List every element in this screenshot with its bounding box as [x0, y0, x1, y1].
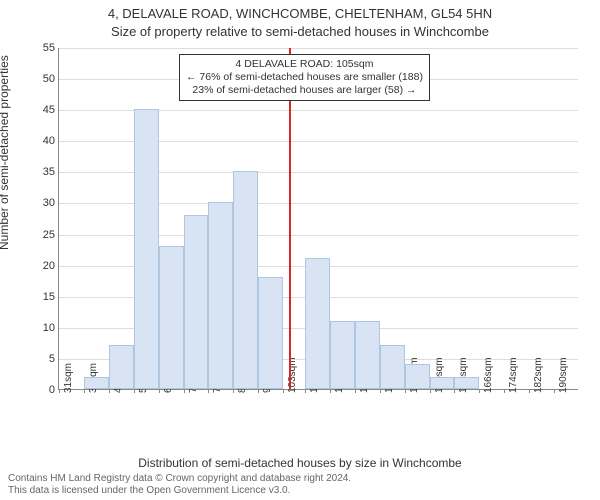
y-tick-label: 35 [43, 166, 55, 178]
y-tick-label: 5 [49, 353, 55, 365]
y-tick-label: 45 [43, 104, 55, 116]
x-tick-label: 190sqm [558, 357, 569, 393]
chart-figure: 4, DELAVALE ROAD, WINCHCOMBE, CHELTENHAM… [0, 0, 600, 500]
x-tick [134, 389, 135, 393]
x-tick-label: 174sqm [508, 357, 519, 393]
footer-line2: This data is licensed under the Open Gov… [8, 485, 290, 496]
y-tick-label: 50 [43, 73, 55, 85]
chart-title-line2: Size of property relative to semi-detach… [0, 24, 600, 39]
histogram-bar [454, 377, 479, 389]
y-tick-label: 55 [43, 42, 55, 54]
y-tick-label: 20 [43, 260, 55, 272]
x-tick [208, 389, 209, 393]
x-tick [355, 389, 356, 393]
x-tick [184, 389, 185, 393]
histogram-bar [233, 171, 258, 389]
histogram-bar [405, 364, 430, 389]
histogram-bar [330, 321, 355, 389]
x-tick-label: 182sqm [533, 357, 544, 393]
callout-box: 4 DELAVALE ROAD: 105sqm← 76% of semi-det… [179, 54, 430, 101]
histogram-bar [134, 109, 159, 389]
x-tick [84, 389, 85, 393]
x-tick [479, 389, 480, 393]
y-tick-label: 25 [43, 229, 55, 241]
histogram-bar [305, 258, 330, 389]
histogram-bar [109, 345, 134, 389]
x-tick [305, 389, 306, 393]
y-tick-label: 0 [49, 384, 55, 396]
x-tick [233, 389, 234, 393]
x-tick [330, 389, 331, 393]
x-tick [283, 389, 284, 393]
x-tick [258, 389, 259, 393]
y-tick-label: 40 [43, 135, 55, 147]
x-tick [529, 389, 530, 393]
callout-line1: 4 DELAVALE ROAD: 105sqm [186, 58, 423, 71]
y-axis-label: Number of semi-detached properties [0, 55, 11, 250]
histogram-bar [380, 345, 405, 389]
x-tick [109, 389, 110, 393]
x-tick [59, 389, 60, 393]
x-axis-label: Distribution of semi-detached houses by … [0, 456, 600, 470]
histogram-bar [355, 321, 380, 389]
histogram-bar [430, 377, 455, 389]
callout-line3: 23% of semi-detached houses are larger (… [186, 84, 423, 97]
x-tick [554, 389, 555, 393]
gridline [59, 48, 578, 49]
y-tick-label: 30 [43, 197, 55, 209]
histogram-bar [84, 377, 109, 389]
footer-line1: Contains HM Land Registry data © Crown c… [8, 473, 351, 484]
x-tick [504, 389, 505, 393]
x-tick-label: 166sqm [483, 357, 494, 393]
chart-title-line1: 4, DELAVALE ROAD, WINCHCOMBE, CHELTENHAM… [0, 6, 600, 21]
histogram-bar [208, 202, 233, 389]
x-tick [405, 389, 406, 393]
footer-attribution: Contains HM Land Registry data © Crown c… [8, 473, 351, 496]
histogram-bar [159, 246, 184, 389]
x-tick [159, 389, 160, 393]
histogram-bar [184, 215, 209, 389]
x-tick [430, 389, 431, 393]
x-tick [454, 389, 455, 393]
x-tick-label: 31sqm [63, 363, 74, 393]
x-tick [380, 389, 381, 393]
callout-line2: ← 76% of semi-detached houses are smalle… [186, 71, 423, 84]
histogram-bar [258, 277, 283, 389]
y-tick-label: 10 [43, 322, 55, 334]
y-tick-label: 15 [43, 291, 55, 303]
plot-area: 051015202530354045505531sqm39sqm47sqm55s… [58, 48, 578, 390]
